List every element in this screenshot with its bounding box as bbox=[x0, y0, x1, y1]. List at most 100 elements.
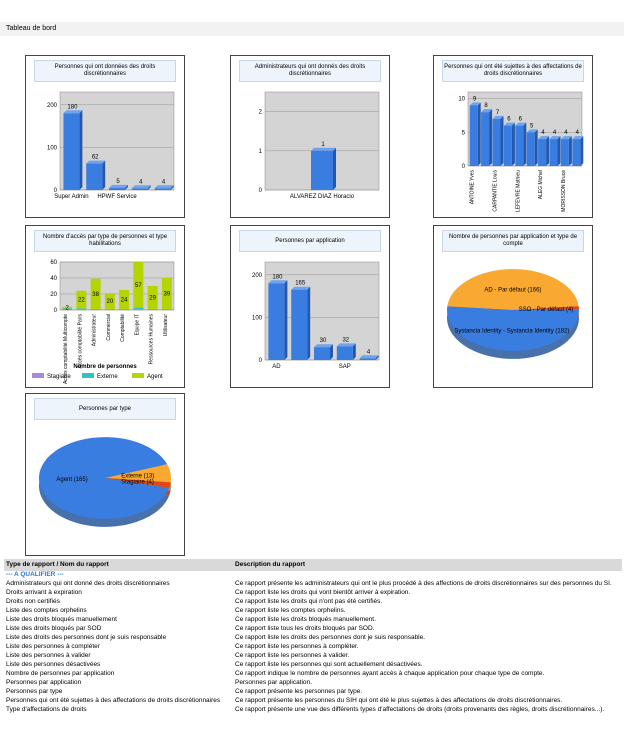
legend-label: Externe bbox=[97, 374, 118, 380]
report-name: Droits non certifiés bbox=[6, 597, 60, 605]
data-label: 4 bbox=[162, 179, 166, 185]
chart-panel: Personnes qui ont été sujettes à des aff… bbox=[433, 55, 593, 218]
y-tick-label: 2 bbox=[259, 110, 263, 116]
y-tick-label: 10 bbox=[458, 97, 465, 103]
data-label: 4 bbox=[576, 130, 580, 136]
data-label: 4 bbox=[564, 130, 568, 136]
chart: 0 5 10 9 ANTOINE Yves 8 7 CARPANTIE Louis 6 6 LEFE… bbox=[458, 91, 584, 212]
chart-title: Administrateurs qui ont donnés des droit… bbox=[239, 60, 381, 82]
slice-label: SSO - Par défaut (4) bbox=[519, 307, 574, 313]
bar-segment bbox=[104, 309, 115, 310]
bar bbox=[291, 289, 308, 360]
x-tick-label: Comptabilité bbox=[120, 314, 126, 342]
y-tick-label: 0 bbox=[54, 188, 58, 194]
bar-side bbox=[557, 136, 561, 166]
data-label: 39 bbox=[164, 292, 171, 298]
bar bbox=[572, 139, 581, 166]
chart-panel: Personnes par type Agent (165) Externe (13… bbox=[25, 393, 185, 556]
bar bbox=[549, 139, 558, 166]
data-label: 4 bbox=[553, 130, 557, 136]
report-description: Ce rapport présente les personnes par ty… bbox=[235, 687, 363, 695]
bar-top bbox=[291, 286, 311, 290]
bar bbox=[268, 283, 285, 360]
x-tick-label: ALEG Michel bbox=[538, 170, 544, 199]
report-description: Ce rapport présente les administrateurs … bbox=[235, 579, 612, 587]
data-label: 22 bbox=[78, 298, 85, 304]
data-label: 4 bbox=[367, 349, 371, 355]
x-tick-label: Administrateur bbox=[92, 314, 98, 347]
bar-side bbox=[307, 286, 311, 360]
bar bbox=[314, 347, 330, 360]
report-name: Personnes par application bbox=[6, 678, 82, 686]
bar bbox=[538, 139, 547, 166]
y-tick-label: 200 bbox=[252, 273, 263, 279]
y-tick-label: 1 bbox=[259, 149, 263, 155]
bar-top bbox=[311, 147, 336, 151]
bar-segment bbox=[119, 309, 130, 310]
bar bbox=[86, 163, 103, 190]
report-name: Liste des personnes à compléter bbox=[6, 642, 100, 650]
report-description: Ce rapport liste les droits des personne… bbox=[235, 633, 426, 641]
bar-segment bbox=[76, 308, 87, 310]
bar bbox=[469, 105, 478, 166]
table-row: Liste des personnes à valider Ce rapport … bbox=[4, 652, 622, 661]
bar-top bbox=[469, 102, 481, 106]
data-label: 4 bbox=[139, 179, 143, 185]
x-tick-label: SAP bbox=[339, 364, 351, 370]
report-name: Personnes par type bbox=[6, 687, 63, 695]
x-tick-label: Ressources Humaines bbox=[149, 314, 155, 365]
bar-side bbox=[102, 160, 106, 190]
chart-title: Nombre d'accès par type de personnes et … bbox=[34, 230, 176, 252]
bar bbox=[492, 118, 501, 166]
chart-title: Personnes par type bbox=[34, 398, 176, 420]
bar-side bbox=[477, 102, 481, 166]
bar-side bbox=[489, 109, 493, 166]
data-label: 5 bbox=[530, 123, 534, 129]
y-tick-label: 100 bbox=[47, 145, 58, 151]
data-label: 6 bbox=[507, 117, 511, 123]
bar-segment bbox=[62, 306, 73, 309]
x-tick-label: Accès comptabilité Paris bbox=[77, 314, 83, 369]
bar-side bbox=[500, 115, 504, 166]
report-name: Administrateurs qui ont donné des droits… bbox=[6, 579, 170, 587]
report-description: Ce rapport liste les droits bloqués manu… bbox=[235, 615, 376, 623]
slice-label: Externe (13) bbox=[121, 474, 154, 480]
table-row: Nombre de personnes par application Ce ra… bbox=[4, 670, 622, 679]
report-name: Liste des droits bloqués par SOD bbox=[6, 624, 102, 632]
bar-top bbox=[86, 160, 106, 164]
bar-top bbox=[154, 185, 174, 189]
bar-segment bbox=[147, 286, 158, 310]
bar-top bbox=[549, 136, 561, 140]
report-name: Liste des personnes à valider bbox=[6, 651, 91, 659]
slice bbox=[447, 306, 579, 351]
report-name: Nombre de personnes par application bbox=[6, 669, 115, 677]
chart: 0 100 200 180 AD 165 30 32 SAP 4 bbox=[252, 261, 380, 370]
y-tick-label: 0 bbox=[259, 188, 263, 194]
bar-top bbox=[560, 136, 572, 140]
data-label: 38 bbox=[92, 292, 99, 298]
column-header: Type de rapport / Nom du rapport bbox=[4, 559, 233, 571]
bar-top bbox=[572, 136, 584, 140]
bar-segment bbox=[62, 308, 73, 310]
table-row: Personnes par application Personnes par a… bbox=[4, 679, 622, 688]
slice-label: Agent (165) bbox=[56, 477, 87, 483]
legend-label: Agent bbox=[147, 374, 163, 380]
report-table: Type de rapport / Nom du rapport Descrip… bbox=[4, 559, 622, 715]
data-label: 29 bbox=[149, 296, 156, 302]
bar-top bbox=[131, 185, 151, 189]
legend-title: Nombre de personnes bbox=[73, 364, 137, 370]
data-label: 62 bbox=[92, 155, 99, 161]
report-name: Type d'affectations de droits bbox=[6, 705, 87, 713]
table-row: Administrateurs qui ont donné des droits… bbox=[4, 580, 622, 589]
table-row: Type d'affectations de droits Ce rapport … bbox=[4, 706, 622, 715]
data-label: 57 bbox=[135, 283, 142, 289]
bar-side bbox=[329, 344, 333, 360]
report-description: Personnes par application. bbox=[235, 678, 312, 686]
bar-segment bbox=[76, 290, 87, 309]
report-description: Ce rapport indique le nombre de personne… bbox=[235, 669, 545, 677]
y-tick-label: 0 bbox=[54, 308, 58, 314]
bar-top bbox=[538, 136, 550, 140]
table-row: Liste des personnes à compléter Ce rappor… bbox=[4, 643, 622, 652]
chart-title: Personnes qui ont données des droits dis… bbox=[34, 60, 176, 82]
bar bbox=[131, 188, 148, 190]
